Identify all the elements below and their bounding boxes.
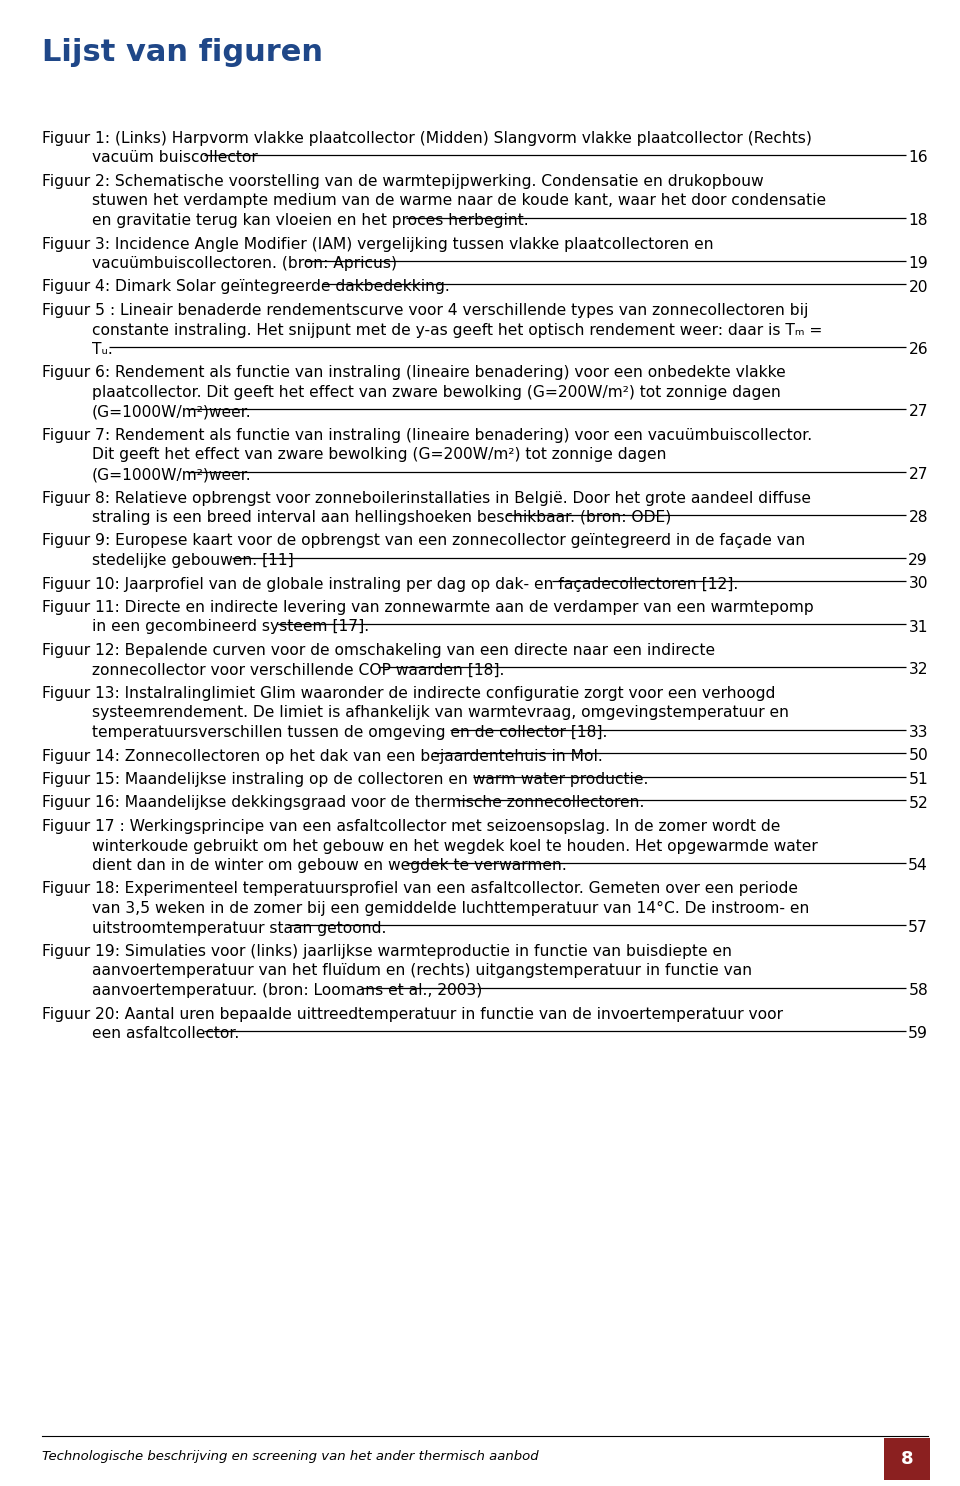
Text: Figuur 7: Rendement als functie van instraling (lineaire benadering) voor een va: Figuur 7: Rendement als functie van inst… — [42, 428, 812, 443]
Text: constante instraling. Het snijpunt met de y-as geeft het optisch rendement weer:: constante instraling. Het snijpunt met d… — [92, 322, 823, 337]
Text: vacuümbuiscollectoren. (bron: Apricus): vacuümbuiscollectoren. (bron: Apricus) — [92, 256, 397, 270]
Text: 54: 54 — [908, 857, 928, 872]
Text: Figuur 14: Zonnecollectoren op het dak van een bejaardentehuis in Mol.: Figuur 14: Zonnecollectoren op het dak v… — [42, 749, 603, 764]
Text: een asfaltcollector.: een asfaltcollector. — [92, 1025, 239, 1042]
Text: 19: 19 — [908, 256, 928, 270]
Text: uitstroomtemperatuur staan getoond.: uitstroomtemperatuur staan getoond. — [92, 920, 386, 936]
Text: Figuur 6: Rendement als functie van instraling (lineaire benadering) voor een on: Figuur 6: Rendement als functie van inst… — [42, 366, 785, 380]
Text: Figuur 13: Instalralinglimiet Glim waaronder de indirecte configuratie zorgt voo: Figuur 13: Instalralinglimiet Glim waaro… — [42, 687, 776, 701]
Text: 27: 27 — [908, 404, 928, 419]
Text: Figuur 15: Maandelijkse instraling op de collectoren en warm water productie.: Figuur 15: Maandelijkse instraling op de… — [42, 773, 648, 788]
Text: 28: 28 — [908, 510, 928, 525]
Text: Figuur 10: Jaarprofiel van de globale instraling per dag op dak- en façadecollec: Figuur 10: Jaarprofiel van de globale in… — [42, 577, 738, 591]
Text: 8: 8 — [900, 1450, 913, 1468]
Text: 26: 26 — [908, 342, 928, 357]
Text: zonnecollector voor verschillende COP waarden [18].: zonnecollector voor verschillende COP wa… — [92, 663, 504, 678]
Text: en gravitatie terug kan vloeien en het proces herbegint.: en gravitatie terug kan vloeien en het p… — [92, 212, 529, 227]
Text: Figuur 16: Maandelijkse dekkingsgraad voor de thermische zonnecollectoren.: Figuur 16: Maandelijkse dekkingsgraad vo… — [42, 795, 644, 810]
Text: systeemrendement. De limiet is afhankelijk van warmtevraag, omgevingstemperatuur: systeemrendement. De limiet is afhankeli… — [92, 706, 789, 721]
Text: Figuur 19: Simulaties voor (links) jaarlijkse warmteproductie in functie van bui: Figuur 19: Simulaties voor (links) jaarl… — [42, 944, 732, 958]
Text: 57: 57 — [908, 920, 928, 936]
Text: Tᵤ.: Tᵤ. — [92, 342, 112, 357]
Text: temperatuursverschillen tussen de omgeving en de collector [18].: temperatuursverschillen tussen de omgevi… — [92, 725, 608, 740]
Text: 33: 33 — [908, 725, 928, 740]
Text: Figuur 3: Incidence Angle Modifier (IAM) vergelijking tussen vlakke plaatcollect: Figuur 3: Incidence Angle Modifier (IAM)… — [42, 236, 713, 251]
Text: Technologische beschrijving en screening van het ander thermisch aanbod: Technologische beschrijving en screening… — [42, 1450, 539, 1464]
Text: straling is een breed interval aan hellingshoeken beschikbaar. (bron: ODE): straling is een breed interval aan helli… — [92, 510, 671, 525]
Text: stuwen het verdampte medium van de warme naar de koude kant, waar het door conde: stuwen het verdampte medium van de warme… — [92, 193, 827, 208]
Text: vacuüm buiscollector: vacuüm buiscollector — [92, 150, 257, 165]
Text: Figuur 4: Dimark Solar geïntegreerde dakbedekking.: Figuur 4: Dimark Solar geïntegreerde dak… — [42, 279, 449, 294]
Text: Figuur 18: Experimenteel temperatuursprofiel van een asfaltcollector. Gemeten ov: Figuur 18: Experimenteel temperatuurspro… — [42, 881, 798, 896]
Text: Figuur 1: (Links) Harpvorm vlakke plaatcollector (Midden) Slangvorm vlakke plaat: Figuur 1: (Links) Harpvorm vlakke plaatc… — [42, 131, 812, 146]
Text: (G=1000W/m²)weer.: (G=1000W/m²)weer. — [92, 404, 252, 419]
Text: 31: 31 — [908, 620, 928, 635]
Text: 16: 16 — [908, 150, 928, 165]
Text: 30: 30 — [908, 577, 928, 591]
Text: 20: 20 — [908, 279, 928, 294]
Text: Lijst van figuren: Lijst van figuren — [42, 39, 323, 67]
Text: Figuur 2: Schematische voorstelling van de warmtepijpwerking. Condensatie en dru: Figuur 2: Schematische voorstelling van … — [42, 174, 763, 189]
Text: Figuur 5 : Lineair benaderde rendementscurve voor 4 verschillende types van zonn: Figuur 5 : Lineair benaderde rendementsc… — [42, 303, 808, 318]
Text: 29: 29 — [908, 553, 928, 568]
Text: dient dan in de winter om gebouw en wegdek te verwarmen.: dient dan in de winter om gebouw en wegd… — [92, 857, 566, 872]
Text: 27: 27 — [908, 467, 928, 481]
Text: van 3,5 weken in de zomer bij een gemiddelde luchttemperatuur van 14°C. De instr: van 3,5 weken in de zomer bij een gemidd… — [92, 901, 809, 915]
Text: Figuur 11: Directe en indirecte levering van zonnewarmte aan de verdamper van ee: Figuur 11: Directe en indirecte levering… — [42, 600, 814, 615]
FancyBboxPatch shape — [884, 1438, 930, 1480]
Text: 50: 50 — [908, 749, 928, 764]
Text: 18: 18 — [908, 212, 928, 227]
Text: Figuur 12: Bepalende curven voor de omschakeling van een directe naar een indire: Figuur 12: Bepalende curven voor de omsc… — [42, 643, 715, 658]
Text: Dit geeft het effect van zware bewolking (G=200W/m²) tot zonnige dagen: Dit geeft het effect van zware bewolking… — [92, 447, 666, 462]
Text: 58: 58 — [908, 984, 928, 999]
Text: 32: 32 — [908, 663, 928, 678]
Text: stedelijke gebouwen. [11]: stedelijke gebouwen. [11] — [92, 553, 294, 568]
Text: in een gecombineerd systeem [17].: in een gecombineerd systeem [17]. — [92, 620, 370, 635]
Text: Figuur 20: Aantal uren bepaalde uittreedtemperatuur in functie van de invoertemp: Figuur 20: Aantal uren bepaalde uittreed… — [42, 1006, 783, 1021]
Text: Figuur 9: Europese kaart voor de opbrengst van een zonnecollector geïntegreerd i: Figuur 9: Europese kaart voor de opbreng… — [42, 533, 805, 548]
Text: Figuur 8: Relatieve opbrengst voor zonneboilerinstallaties in België. Door het g: Figuur 8: Relatieve opbrengst voor zonne… — [42, 490, 811, 505]
Text: plaatcollector. Dit geeft het effect van zware bewolking (G=200W/m²) tot zonnige: plaatcollector. Dit geeft het effect van… — [92, 385, 780, 400]
Text: Figuur 17 : Werkingsprincipe van een asfaltcollector met seizoensopslag. In de z: Figuur 17 : Werkingsprincipe van een asf… — [42, 819, 780, 834]
Text: 52: 52 — [908, 795, 928, 810]
Text: aanvoertemperatuur van het fluïdum en (rechts) uitgangstemperatuur in functie va: aanvoertemperatuur van het fluïdum en (r… — [92, 963, 752, 978]
Text: 59: 59 — [908, 1025, 928, 1042]
Text: winterkoude gebruikt om het gebouw en het wegdek koel te houden. Het opgewarmde : winterkoude gebruikt om het gebouw en he… — [92, 838, 818, 853]
Text: (G=1000W/m²)weer.: (G=1000W/m²)weer. — [92, 467, 252, 481]
Text: aanvoertemperatuur. (bron: Loomans et al., 2003): aanvoertemperatuur. (bron: Loomans et al… — [92, 984, 482, 999]
Text: 51: 51 — [908, 773, 928, 788]
